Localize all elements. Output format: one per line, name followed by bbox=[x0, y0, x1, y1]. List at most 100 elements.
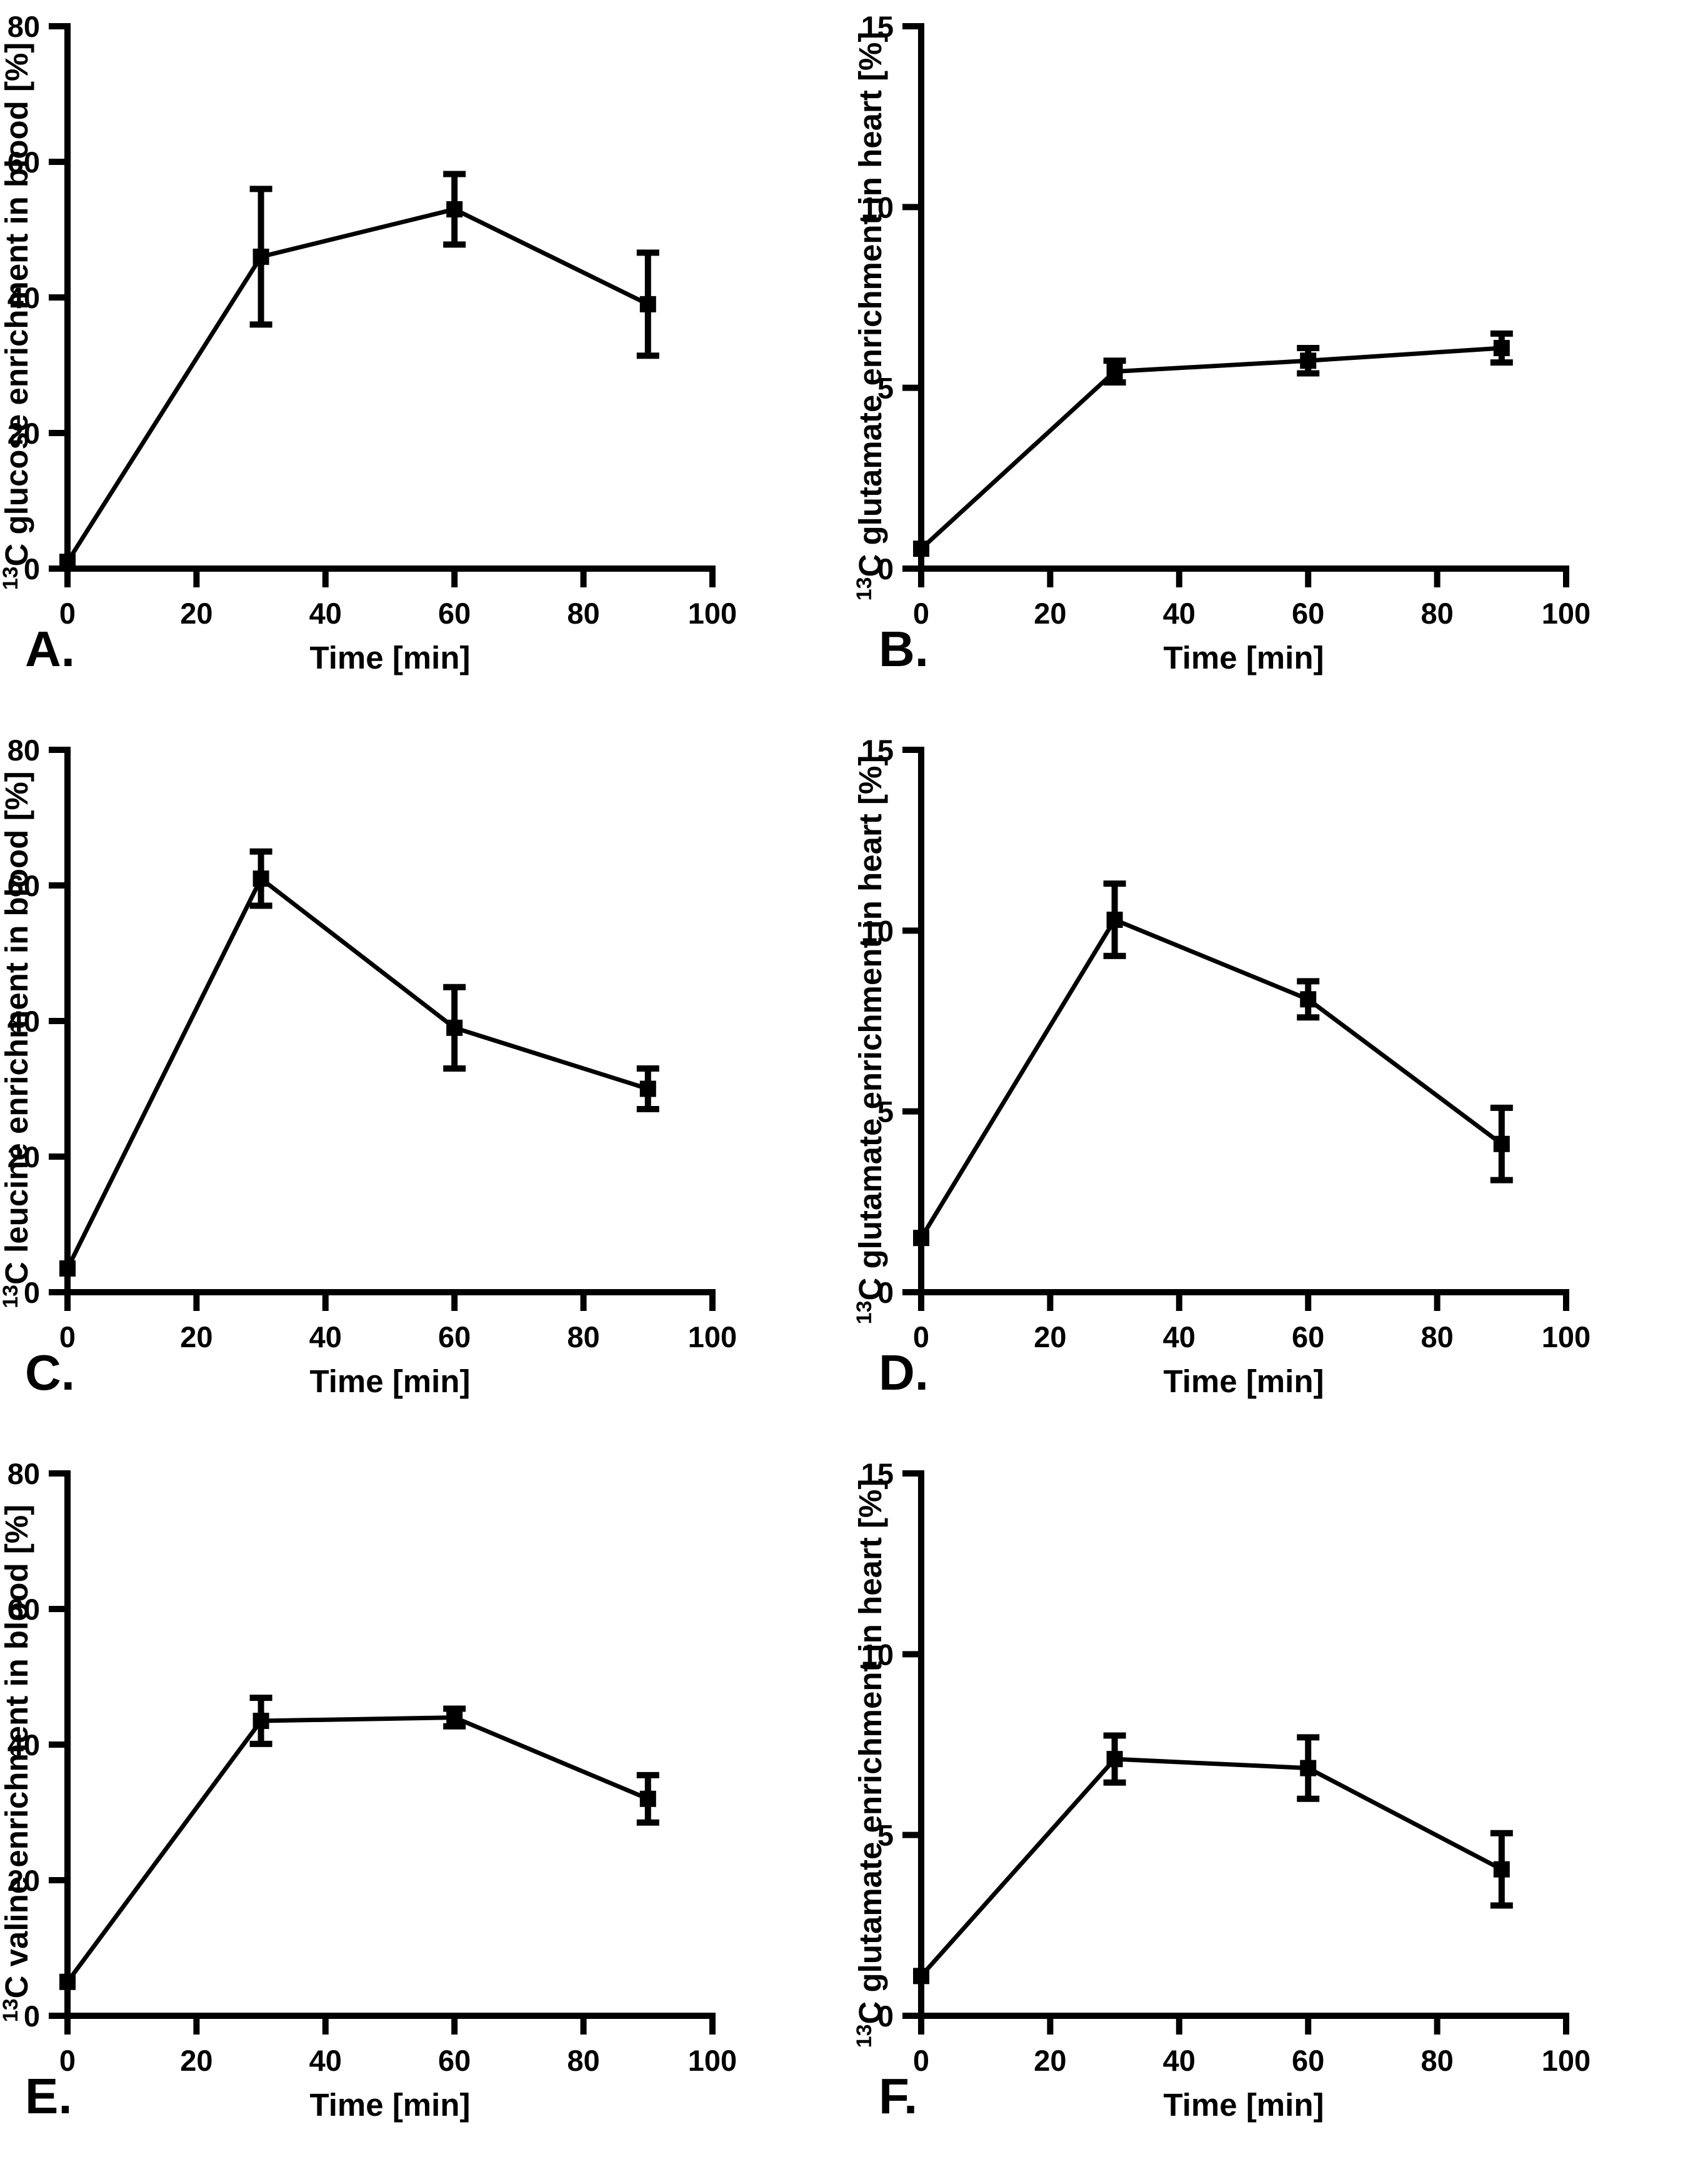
x-tick-label: 40 bbox=[309, 1320, 342, 1353]
y-axis-label: 13C valine enrichment in blood [%] bbox=[0, 1505, 34, 2022]
data-point bbox=[1106, 911, 1123, 928]
series-line bbox=[919, 917, 1503, 1240]
data-point bbox=[446, 1019, 463, 1036]
x-tick-label: 0 bbox=[59, 597, 76, 630]
y-tick-label: 5 bbox=[877, 1819, 894, 1852]
data-point bbox=[1106, 363, 1123, 380]
x-tick-label: 80 bbox=[1421, 1320, 1453, 1353]
x-tick-label: 40 bbox=[309, 2044, 342, 2077]
panel-letter: F. bbox=[879, 2068, 917, 2124]
data-point bbox=[1493, 340, 1510, 357]
x-tick-label: 80 bbox=[567, 2044, 599, 2077]
x-tick-label: 20 bbox=[1034, 597, 1066, 630]
x-tick-label: 20 bbox=[180, 2044, 212, 2077]
x-tick-label: 80 bbox=[567, 597, 599, 630]
x-tick-label: 80 bbox=[567, 1320, 599, 1353]
panel-e: 0 20 40 60 80 0 20 40 60 80 100 13C valine enrichme… bbox=[0, 1447, 854, 2172]
x-tick-label: 60 bbox=[438, 2044, 471, 2077]
y-tick-label: 40 bbox=[7, 281, 40, 314]
x-tick-label: 20 bbox=[1034, 2044, 1066, 2077]
axes: 0 20 40 60 80 0 20 40 60 80 100 bbox=[7, 10, 737, 630]
x-axis-label: Time [min] bbox=[310, 1363, 471, 1399]
data-point bbox=[1493, 1861, 1510, 1878]
x-tick-label: 0 bbox=[59, 2044, 76, 2077]
series bbox=[913, 1732, 1513, 1985]
chart-e: 0 20 40 60 80 0 20 40 60 80 100 13C valine enrichme… bbox=[0, 1457, 737, 2124]
data-point bbox=[639, 1790, 656, 1807]
data-point bbox=[1300, 352, 1317, 369]
x-tick-label: 60 bbox=[1292, 1320, 1324, 1353]
x-tick-label: 100 bbox=[1542, 1320, 1591, 1353]
data-point bbox=[59, 1260, 76, 1277]
y-tick-label: 60 bbox=[7, 1593, 40, 1626]
data-point bbox=[446, 1709, 463, 1726]
x-tick-label: 40 bbox=[1163, 2044, 1196, 2077]
y-axis-label: 13C glutamate enrichment in heart [%] bbox=[854, 1479, 888, 2048]
y-tick-label: 80 bbox=[7, 734, 40, 767]
x-axis-label: Time [min] bbox=[310, 640, 471, 675]
panel-c: 0 20 40 60 80 0 20 40 60 80 100 13C leucine enrichm… bbox=[0, 724, 854, 1447]
data-point bbox=[59, 554, 76, 570]
series-line bbox=[65, 876, 649, 1270]
data-point bbox=[639, 296, 656, 312]
y-tick-label: 0 bbox=[877, 1276, 894, 1309]
x-tick-label: 60 bbox=[438, 1320, 471, 1353]
y-axis-label: 13C leucine enrichment in blood [%] bbox=[0, 771, 34, 1308]
series bbox=[59, 1695, 659, 1990]
axes: 0 20 40 60 80 0 20 40 60 80 100 bbox=[7, 734, 737, 1353]
x-tick-label: 0 bbox=[913, 597, 929, 630]
y-tick-label: 0 bbox=[24, 552, 40, 585]
axes: 0 5 10 15 0 20 40 60 80 100 bbox=[861, 10, 1591, 630]
panel-b: 0 5 10 15 0 20 40 60 80 100 13C glutamate enrichme… bbox=[854, 0, 1708, 724]
panel-letter: A. bbox=[25, 621, 75, 677]
y-tick-label: 60 bbox=[7, 146, 40, 179]
x-axis-label: Time [min] bbox=[1164, 1363, 1324, 1399]
y-tick-label: 15 bbox=[861, 10, 894, 43]
y-tick-label: 80 bbox=[7, 10, 40, 43]
panel-f: 0 5 10 15 0 20 40 60 80 100 13C glutamate enrichme… bbox=[854, 1447, 1708, 2172]
y-tick-label: 0 bbox=[24, 1276, 40, 1309]
x-tick-label: 0 bbox=[59, 1320, 76, 1353]
y-tick-label: 20 bbox=[7, 1140, 40, 1173]
x-axis-label: Time [min] bbox=[1164, 640, 1324, 675]
data-point bbox=[1300, 991, 1317, 1008]
data-point bbox=[1300, 1760, 1317, 1776]
panel-a: 0 20 40 60 80 0 20 40 60 80 100 13C glucose enrichm… bbox=[0, 0, 854, 724]
chart-d: 0 5 10 15 0 20 40 60 80 100 13C glutamate enrichme… bbox=[854, 734, 1591, 1400]
panel-d: 0 5 10 15 0 20 40 60 80 100 13C glutamate enrichme… bbox=[854, 724, 1708, 1447]
x-tick-label: 100 bbox=[688, 2044, 737, 2077]
data-point bbox=[252, 1713, 269, 1730]
y-axis-label: 13C glutamate enrichment in heart [%] bbox=[854, 755, 888, 1325]
y-tick-label: 20 bbox=[7, 417, 40, 450]
x-tick-label: 100 bbox=[688, 1320, 737, 1353]
x-tick-label: 100 bbox=[1542, 597, 1591, 630]
y-tick-label: 15 bbox=[861, 734, 894, 767]
data-point bbox=[913, 541, 929, 557]
y-tick-label: 80 bbox=[7, 1457, 40, 1490]
x-tick-label: 0 bbox=[913, 1320, 929, 1353]
y-tick-label: 40 bbox=[7, 1005, 40, 1038]
data-point bbox=[1106, 1751, 1123, 1768]
data-point bbox=[1493, 1135, 1510, 1152]
series bbox=[59, 171, 659, 570]
series-line bbox=[919, 346, 1502, 550]
data-point bbox=[913, 1230, 929, 1247]
panel-letter: E. bbox=[25, 2068, 72, 2124]
y-axis-label: 13C glutamate enrichment in heart [%] bbox=[854, 32, 888, 601]
chart-f: 0 5 10 15 0 20 40 60 80 100 13C glutamate enrichme… bbox=[854, 1457, 1591, 2124]
series bbox=[913, 330, 1513, 557]
panel-letter: B. bbox=[879, 621, 929, 677]
y-tick-label: 10 bbox=[861, 191, 894, 224]
y-tick-label: 0 bbox=[24, 2000, 40, 2033]
x-tick-label: 40 bbox=[1163, 597, 1196, 630]
x-tick-label: 100 bbox=[1542, 2044, 1591, 2077]
data-point bbox=[639, 1080, 656, 1097]
chart-a: 0 20 40 60 80 0 20 40 60 80 100 13C glucose enrichm… bbox=[0, 10, 737, 677]
x-tick-label: 60 bbox=[438, 597, 471, 630]
data-point bbox=[59, 1973, 76, 1990]
x-axis-label: Time [min] bbox=[1164, 2087, 1324, 2123]
x-tick-label: 0 bbox=[913, 2044, 929, 2077]
x-tick-label: 40 bbox=[1163, 1320, 1196, 1353]
x-tick-label: 40 bbox=[309, 597, 342, 630]
